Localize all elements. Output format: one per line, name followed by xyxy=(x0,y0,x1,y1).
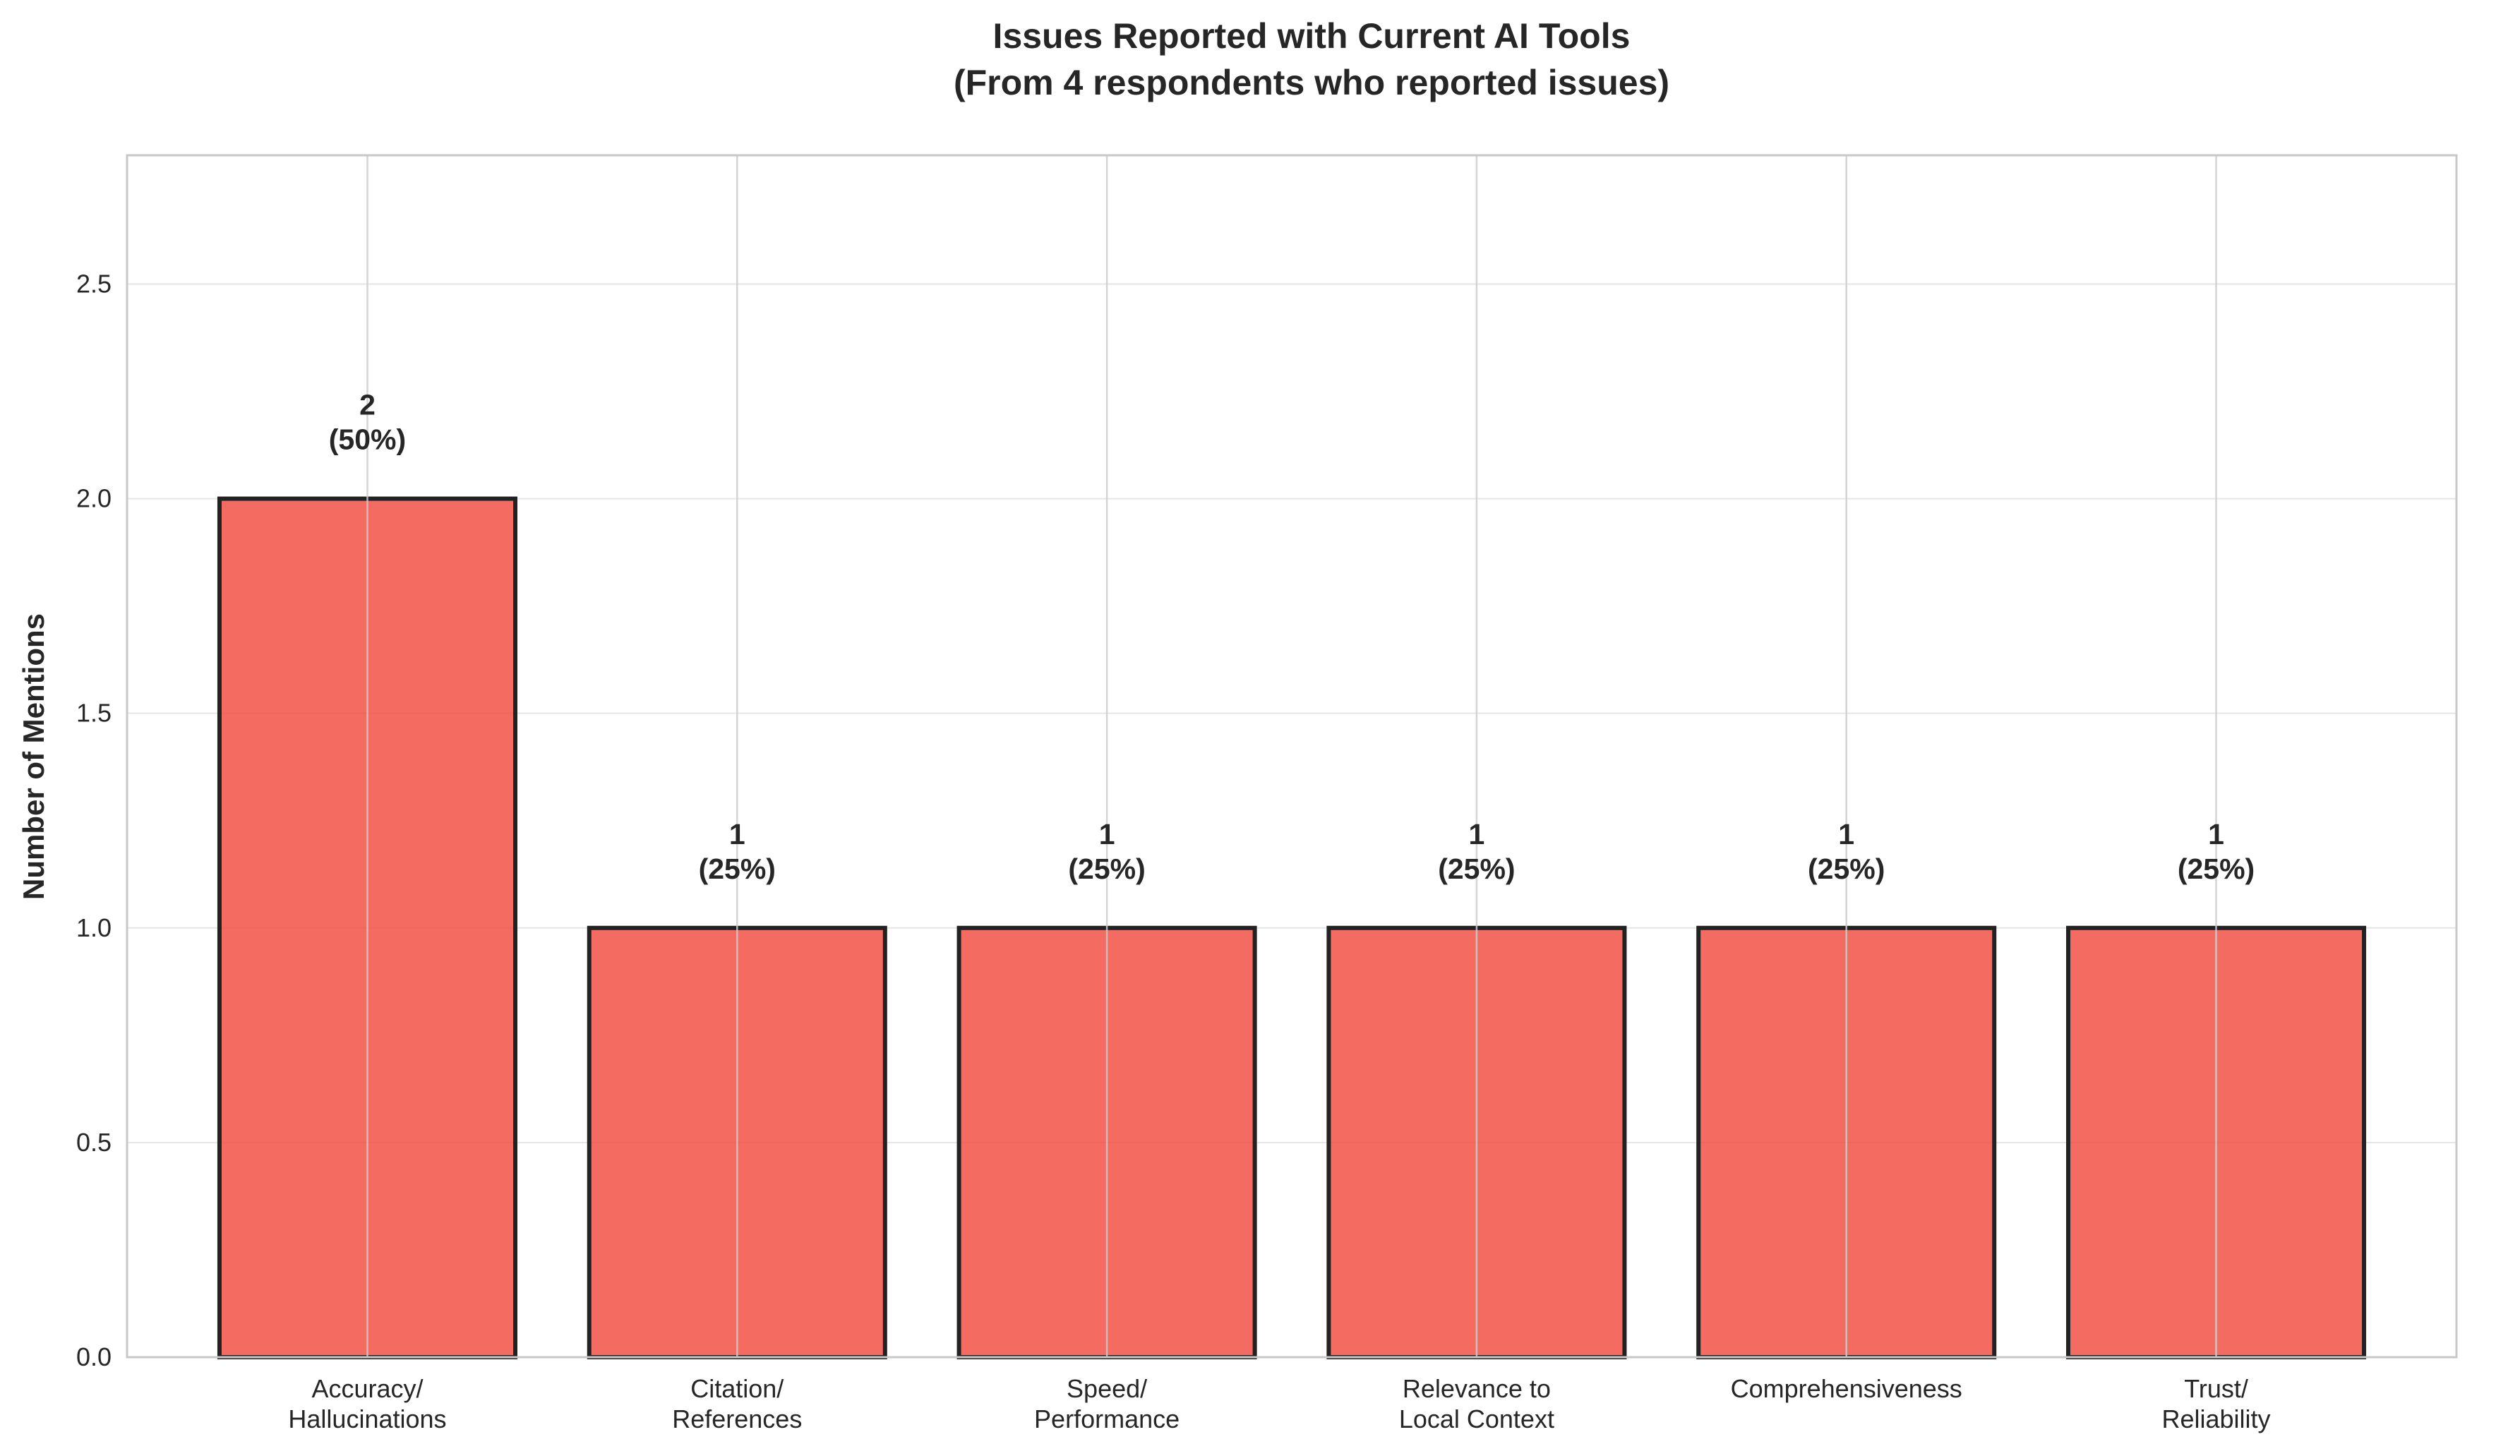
x-tick-label: Local Context xyxy=(1399,1404,1554,1433)
bar-value-label: 1 xyxy=(729,818,745,850)
plot-area-border xyxy=(126,154,2458,1359)
y-axis-label: Number of Mentions xyxy=(17,613,50,900)
bar-percent-label: (50%) xyxy=(329,423,406,456)
y-tick-label: 1.0 xyxy=(76,913,112,942)
bar-value-label: 1 xyxy=(2208,818,2224,850)
x-axis-ticks: Accuracy/Hallucinations Citation/Referenc… xyxy=(288,1374,2270,1433)
bar-percent-label: (25%) xyxy=(699,853,776,885)
bar-value-label: 2 xyxy=(359,389,376,421)
x-tick-label: References xyxy=(672,1404,802,1433)
y-tick-label: 2.0 xyxy=(76,484,112,513)
y-tick-label: 1.5 xyxy=(76,699,112,728)
x-tick-label: Citation/ xyxy=(690,1374,784,1403)
bar-percent-label: (25%) xyxy=(1068,853,1145,885)
x-tick-label: Speed/ xyxy=(1067,1374,1147,1403)
y-axis-ticks: 0.0 0.5 1.0 1.5 2.0 2.5 xyxy=(76,269,112,1371)
x-tick-label: Accuracy/ xyxy=(311,1374,423,1403)
bar-percent-label: (25%) xyxy=(2178,853,2255,885)
x-tick-label: Performance xyxy=(1034,1404,1180,1433)
bar-value-label: 1 xyxy=(1099,818,1115,850)
bar-value-labels: 2(50%)1(25%)1(25%)1(25%)1(25%)1(25%) xyxy=(329,389,2255,885)
y-tick-label: 2.5 xyxy=(76,269,112,298)
x-tick-label: Relevance to xyxy=(1403,1374,1551,1403)
x-tick-label: Hallucinations xyxy=(288,1404,446,1433)
bar-percent-label: (25%) xyxy=(1808,853,1885,885)
bar-percent-label: (25%) xyxy=(1438,853,1515,885)
x-tick-label: Trust/ xyxy=(2184,1374,2248,1403)
bar-value-label: 1 xyxy=(1468,818,1484,850)
chart-title: Issues Reported with Current AI Tools xyxy=(993,16,1631,56)
chart-subtitle: (From 4 respondents who reported issues) xyxy=(954,63,1669,102)
x-gridlines xyxy=(366,155,2217,1357)
bar-value-label: 1 xyxy=(1838,818,1854,850)
y-tick-label: 0.0 xyxy=(76,1342,112,1371)
x-tick-label: Reliability xyxy=(2161,1404,2270,1433)
y-tick-label: 0.5 xyxy=(76,1128,112,1157)
x-tick-label: Comprehensiveness xyxy=(1731,1374,1962,1403)
